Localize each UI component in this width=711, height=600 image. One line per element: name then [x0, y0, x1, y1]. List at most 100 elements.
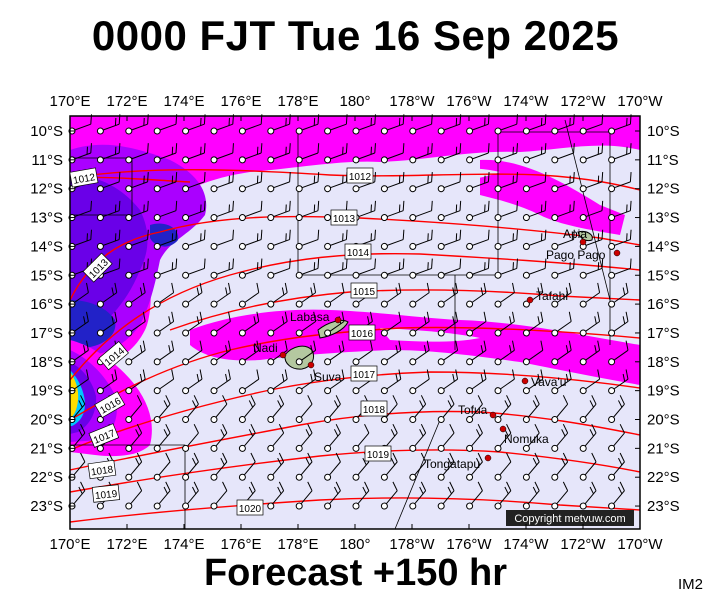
- place-dot: [526, 296, 534, 304]
- wind-barb: [409, 452, 427, 481]
- wind-barb: [608, 311, 629, 337]
- place-dot: [579, 238, 587, 246]
- latitude-tick-label: 14°S: [30, 238, 63, 255]
- wind-barb: [437, 395, 455, 423]
- place-label: Tongatapu: [424, 457, 480, 471]
- wind-barb: [238, 143, 263, 164]
- wind-barb: [125, 311, 146, 337]
- wind-barb: [267, 200, 291, 222]
- wind-barb: [125, 452, 143, 481]
- wind-barb: [380, 258, 405, 279]
- wind-barb: [153, 171, 178, 193]
- latitude-tick-label: 19°S: [30, 383, 63, 400]
- latitude-tick-label: 23°S: [647, 498, 680, 515]
- wind-barb: [295, 481, 313, 510]
- wind-barb: [494, 282, 515, 308]
- latitude-tick-label: 12°S: [647, 181, 680, 198]
- wind-barb: [466, 452, 483, 481]
- wind-barb: [551, 143, 575, 164]
- wind-barb: [579, 340, 601, 366]
- wind-barb: [238, 171, 263, 193]
- wind-barb: [125, 395, 143, 423]
- wind-barb: [522, 143, 547, 164]
- wind-barb: [579, 395, 597, 423]
- wind-barb: [409, 258, 433, 279]
- wind-barb: [608, 340, 629, 366]
- latitude-tick-label: 10°S: [647, 123, 680, 140]
- wind-barb: [437, 258, 462, 279]
- wind-barb: [125, 423, 143, 452]
- isobar-1012-north: [70, 169, 640, 191]
- wind-barb: [96, 143, 121, 164]
- wind-barb: [295, 282, 317, 308]
- wind-barb: [437, 340, 459, 366]
- wind-barb: [380, 395, 398, 423]
- wind-barb: [579, 369, 601, 395]
- wind-barb: [267, 282, 288, 308]
- viti-levu: [284, 345, 315, 370]
- wind-barb: [579, 171, 604, 193]
- wind-barb: [608, 200, 632, 222]
- wind-barb: [182, 481, 199, 510]
- wind-barb: [352, 258, 376, 279]
- wind-barb: [380, 311, 402, 337]
- wind-barb: [380, 369, 402, 395]
- wind-barb: [380, 200, 405, 222]
- wind-barb: [267, 452, 285, 481]
- wind-barb: [295, 340, 317, 366]
- wind-barb: [267, 229, 291, 250]
- wind-barb: [182, 258, 206, 279]
- wind-barb: [522, 171, 547, 193]
- wind-barb: [238, 200, 263, 222]
- wind-barb: [466, 114, 490, 135]
- wind-barb: [153, 282, 175, 308]
- wind-barb: [380, 143, 405, 164]
- wind-barb: [153, 311, 175, 337]
- copyright-badge: Copyright metvuw.com: [506, 510, 634, 526]
- wind-barb: [295, 423, 313, 452]
- wind-barb: [182, 229, 206, 250]
- wind-barb: [295, 369, 317, 395]
- place-label: Pago Pago: [546, 248, 606, 262]
- isobar-1015: [169, 289, 640, 331]
- wind-barb: [494, 452, 512, 481]
- place-label: Apia: [563, 227, 587, 241]
- wind-barb: [579, 423, 597, 452]
- latitude-tick-label: 15°S: [30, 267, 63, 284]
- wind-barb: [551, 452, 569, 481]
- wind-barb: [579, 481, 597, 510]
- wind-barb: [522, 114, 547, 135]
- wind-barb: [267, 114, 291, 135]
- wind-barb: [522, 481, 540, 510]
- svg-text:1017: 1017: [353, 370, 376, 381]
- wind-barb: [267, 311, 288, 337]
- wind-barb: [494, 423, 512, 452]
- svg-text:Copyright metvuw.com: Copyright metvuw.com: [514, 513, 625, 525]
- wind-barb: [494, 481, 512, 510]
- wind-barb: [324, 481, 341, 510]
- wind-barb: [437, 311, 459, 337]
- longitude-tick-label: 174°W: [503, 93, 549, 110]
- latitude-ticks-right: 10°S 11°S 12°S 13°S 14°S 15°S 16°S 17°S 18°S 19°S…: [635, 123, 680, 515]
- wind-barb: [608, 452, 625, 481]
- latitude-tick-label: 21°S: [30, 440, 63, 457]
- isobar-label: 1016: [348, 324, 376, 341]
- wind-barb: [153, 395, 171, 423]
- place-dot: [613, 249, 621, 257]
- wind-barb: [579, 200, 604, 222]
- wind-barb: [153, 369, 175, 395]
- wind-barb: [267, 340, 288, 366]
- place-dot: [484, 454, 492, 462]
- longitude-tick-label: 170°W: [617, 536, 663, 553]
- wind-barb: [182, 282, 203, 308]
- wind-barb: [437, 200, 462, 222]
- svg-text:1012: 1012: [349, 172, 372, 183]
- latitude-tick-label: 13°S: [30, 210, 63, 227]
- wind-barb: [267, 171, 291, 193]
- latitude-tick-label: 18°S: [30, 354, 63, 371]
- place-dot: [489, 411, 497, 419]
- longitude-tick-label: 178°W: [389, 93, 435, 110]
- wind-barb: [352, 340, 373, 366]
- wind-barb: [608, 171, 632, 193]
- latitude-tick-label: 10°S: [30, 123, 63, 140]
